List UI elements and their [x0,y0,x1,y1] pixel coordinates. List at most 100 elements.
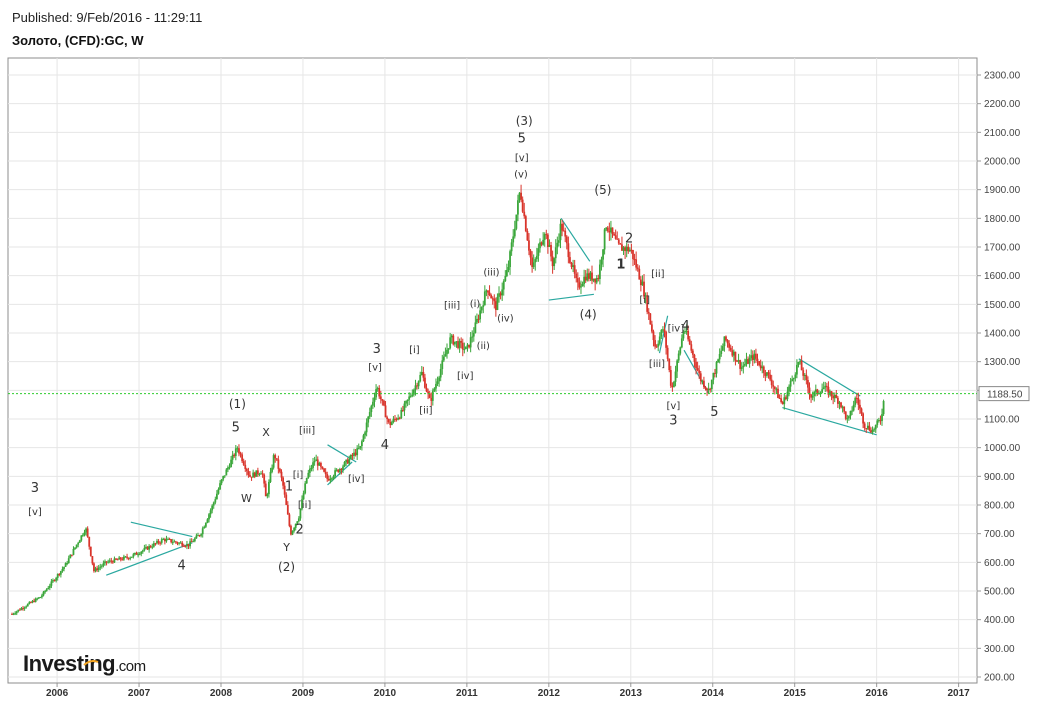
y-tick-label: 1300.00 [984,357,1021,368]
candle-body [677,353,680,361]
candle-body [479,310,482,320]
candle-body [200,534,203,536]
wave-label: 5 [710,405,718,420]
candle-body [729,347,732,351]
candle-body [28,602,31,604]
candle-body [502,281,505,290]
candle-body [674,371,677,382]
wave-label: [ii] [419,405,432,416]
candle-body [564,230,567,237]
candle-body [649,313,652,325]
candle-body [173,541,176,543]
candle-body [378,388,381,397]
candle-body [187,544,190,547]
candle-body [862,413,864,424]
candle-body [118,557,121,560]
candle-body [739,360,742,369]
candle-body [873,429,876,431]
candle-body [141,550,144,552]
candle-body [107,561,110,563]
candle-body [159,542,162,544]
candle-body [83,532,86,535]
candle-body [217,489,220,494]
candle-body [88,536,91,547]
candle-body [293,527,296,531]
candle-body [82,534,84,536]
x-tick-label: 2008 [210,688,233,699]
candle-body [468,344,470,348]
candle-body [535,255,538,260]
wave-label: 2 [296,523,304,538]
candle-body [39,597,42,599]
candle-body [50,581,53,586]
candle-body [203,526,206,529]
candle-body [472,332,475,337]
current-price: 1188.50 [8,386,1030,402]
candle-body [239,453,242,455]
candle-body [234,448,237,456]
candle-body [652,331,655,341]
candle-body [595,278,598,283]
wave-label: 2 [625,232,633,247]
candle-body [786,391,789,400]
candle-body [241,454,244,462]
trendline [658,315,669,354]
y-tick-label: 200.00 [984,673,1015,684]
candle-body [55,577,58,581]
wave-label: 4 [682,319,690,334]
candle-body [704,386,707,389]
wave-label: [i] [409,345,420,356]
candle-body [510,242,513,252]
candle-body [288,514,291,526]
candle-body [639,279,642,286]
candle-body [742,365,745,368]
candle-body [115,558,117,560]
candle-body [97,567,100,571]
candle-body [773,386,776,389]
candle-body [699,373,702,382]
candle-body [170,539,173,543]
candle-body [368,412,371,417]
candle-body [274,455,277,459]
candle-body [143,547,146,551]
candle-body [488,292,491,296]
candle-body [575,273,578,279]
candle-body [444,354,447,357]
candle-body [666,347,669,359]
candle-body [569,257,571,263]
candle-body [748,358,751,364]
candle-body [37,597,40,599]
candle-body [279,468,281,472]
candle-body [723,336,726,347]
candle-body [427,391,429,394]
y-tick-label: 500.00 [984,587,1015,598]
candle-body [359,446,362,449]
candle-body [228,467,231,469]
candle-body [261,473,264,475]
candle-body [868,425,871,431]
candle-body [728,343,731,348]
candle-body [238,448,240,454]
candle-body [474,322,477,333]
candle-body [231,454,234,460]
trendline [106,542,193,576]
candle-body [236,448,239,450]
candle-body [592,278,595,281]
x-tick-label: 2014 [702,688,725,699]
y-tick-label: 1700.00 [984,243,1021,254]
candle-body [44,591,46,593]
candle-body [367,416,370,423]
candle-body [866,425,869,429]
candle-body [578,282,581,288]
wave-label: 1 [616,258,625,273]
candle-body [94,568,97,572]
candle-body [851,410,853,412]
candle-body [469,337,472,348]
candle-body [225,469,228,476]
candle-body [119,557,122,560]
candle-body [422,371,425,378]
candle-body [280,471,283,478]
y-tick-label: 2300.00 [984,71,1021,82]
candle-body [622,247,625,251]
